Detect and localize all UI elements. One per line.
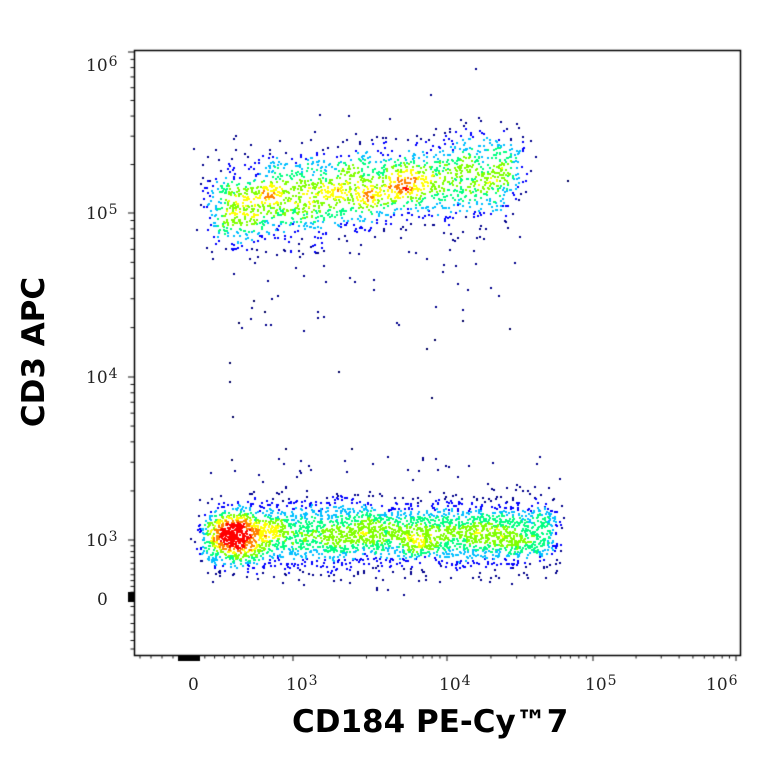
x-tick-label: 103 [286, 673, 318, 695]
y-tick-label: 0 [97, 590, 108, 610]
x-tick-label: 106 [706, 673, 738, 695]
x-tick-label: 105 [585, 673, 617, 695]
y-tick-label: 103 [86, 529, 118, 551]
y-tick-label: 106 [86, 54, 118, 76]
x-tick-label: 104 [439, 673, 471, 695]
x-tick-label: 0 [188, 675, 199, 695]
x-axis-title: CD184 PE-Cy™7 [292, 704, 569, 740]
y-tick-label: 105 [86, 202, 118, 224]
y-tick-label: 104 [86, 366, 118, 388]
y-axis-title: CD3 APC [16, 276, 52, 428]
